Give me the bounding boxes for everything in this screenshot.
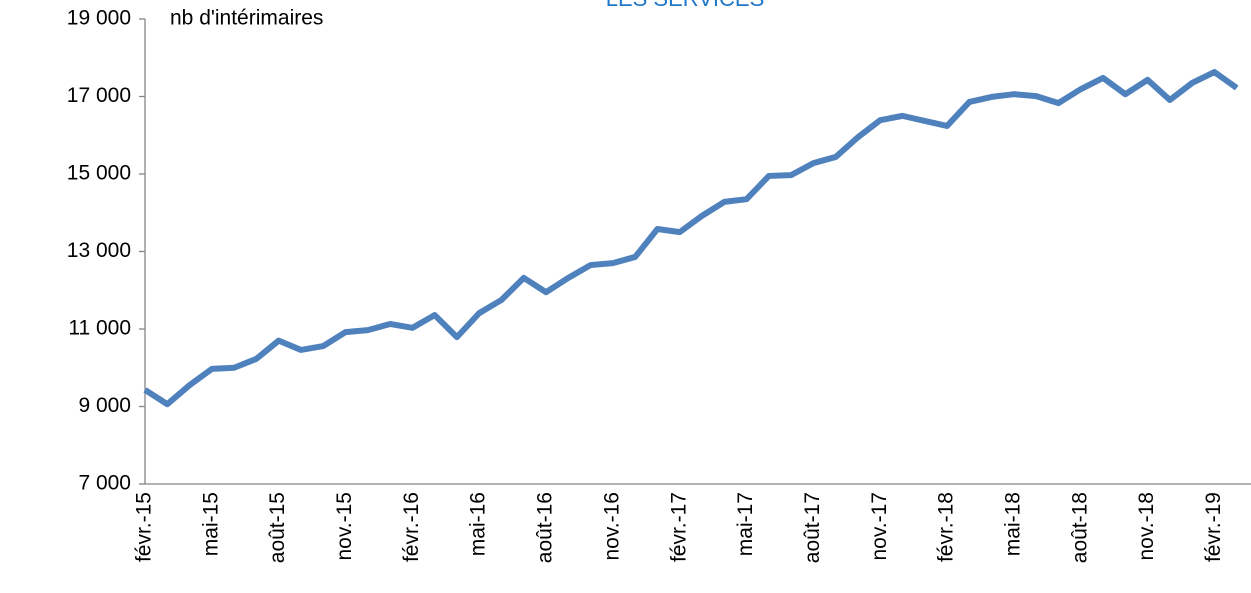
x-tick-label: févr.-18 [935, 492, 958, 562]
y-tick-label: 19 000 [67, 7, 131, 30]
chart-title: LES SERVICES [606, 0, 765, 11]
x-tick-label: nov.-17 [868, 492, 891, 561]
x-tick-label: mai-15 [199, 492, 222, 556]
x-tick-label: août-16 [534, 492, 557, 563]
x-tick-label: févr.-17 [667, 492, 690, 562]
x-tick-label: nov.-16 [600, 492, 623, 561]
x-tick-label: mai-18 [1001, 492, 1024, 556]
x-tick-label: août-15 [266, 492, 289, 563]
x-tick-label: févr.-19 [1202, 492, 1225, 562]
y-tick-label: 13 000 [67, 239, 131, 262]
line-series [143, 69, 1239, 408]
x-tick-label: nov.-15 [333, 492, 356, 561]
y-tick-label: 11 000 [68, 317, 131, 340]
y-tick-label: 9 000 [78, 394, 131, 417]
y-tick-label: 17 000 [67, 84, 131, 107]
x-tick-label: févr.-16 [400, 492, 423, 562]
x-tick-label: août-18 [1068, 492, 1091, 563]
x-tick-label: mai-17 [734, 492, 757, 556]
x-tick-label: nov.-18 [1135, 492, 1158, 561]
x-tick-label: août-17 [801, 492, 824, 563]
y-axis-label: nb d'intérimaires [170, 7, 323, 30]
x-tick-label: mai-16 [467, 492, 490, 556]
x-tick-label: févr.-15 [133, 492, 156, 562]
y-tick-label: 7 000 [78, 472, 131, 495]
y-tick-label: 15 000 [67, 162, 131, 185]
